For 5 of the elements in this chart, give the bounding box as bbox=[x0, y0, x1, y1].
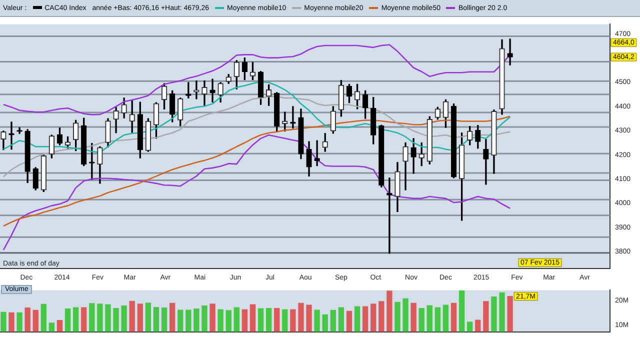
candlestick bbox=[210, 78, 216, 102]
candlestick bbox=[507, 38, 513, 66]
candlestick bbox=[483, 139, 489, 185]
candlestick bbox=[314, 140, 320, 166]
candlestick bbox=[194, 80, 200, 100]
